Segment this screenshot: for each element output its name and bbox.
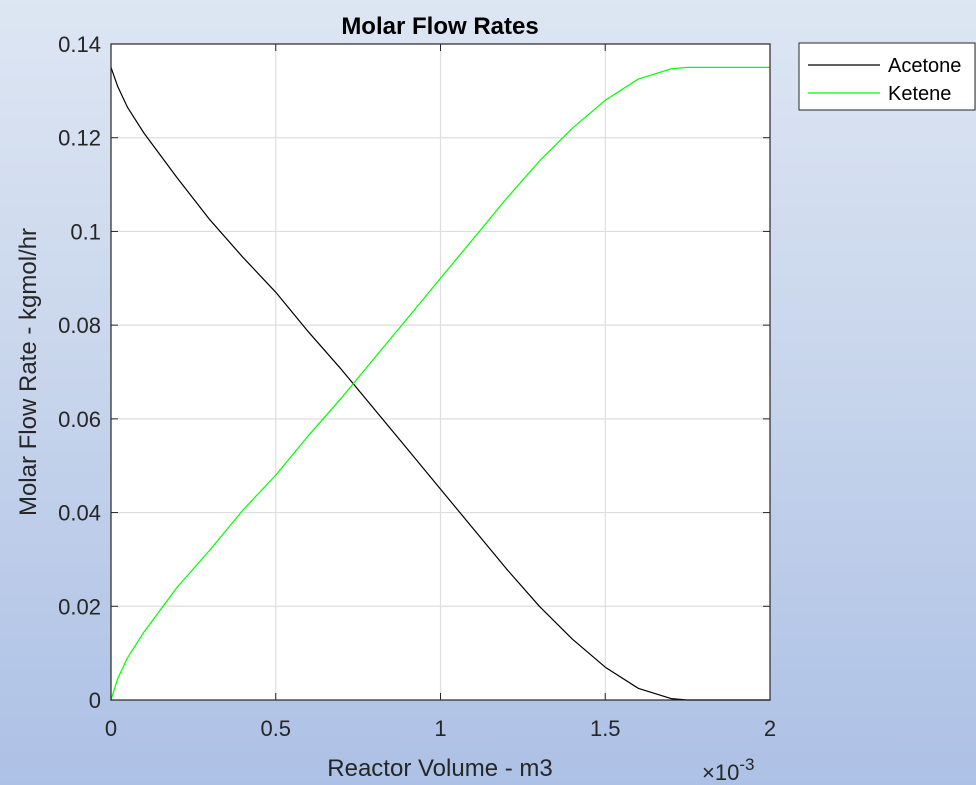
y-tick-label: 0 bbox=[89, 688, 101, 713]
legend-label-ketene: Ketene bbox=[888, 83, 951, 105]
y-tick-label: 0.04 bbox=[58, 501, 101, 526]
x-tick-label: 0.5 bbox=[260, 716, 291, 741]
series-layer bbox=[110, 66, 770, 701]
x-tick-label: 1 bbox=[434, 716, 446, 741]
x-tick-label: 0 bbox=[105, 716, 117, 741]
legend: Acetone Ketene bbox=[798, 42, 976, 111]
x-exponent-base: ×10 bbox=[702, 760, 739, 785]
chart-title: Molar Flow Rates bbox=[341, 13, 538, 40]
y-tick-label: 0.02 bbox=[58, 594, 101, 619]
x-axis-title: Reactor Volume - m3 bbox=[327, 755, 552, 782]
legend-box bbox=[798, 42, 976, 111]
x-axis-exponent: ×10-3 bbox=[702, 755, 754, 785]
legend-label-acetone: Acetone bbox=[888, 55, 961, 77]
series-line-ketene bbox=[110, 66, 770, 701]
x-tick-label: 2 bbox=[764, 716, 776, 741]
y-tick-label: 0.14 bbox=[58, 32, 101, 57]
x-tick-label: 1.5 bbox=[590, 716, 621, 741]
ticks: 0 0.5 1 1.5 2 0 0.02 0.04 0.06 0.08 0.1 0.12 0.14 bbox=[58, 32, 776, 741]
y-tick-label: 0.1 bbox=[70, 219, 101, 244]
series-line-acetone bbox=[110, 67, 770, 701]
x-exponent-power: -3 bbox=[739, 755, 754, 774]
y-tick-label: 0.12 bbox=[58, 126, 101, 151]
y-axis-title: Molar Flow Rate - kgmol/hr bbox=[15, 228, 42, 516]
y-tick-label: 0.08 bbox=[58, 313, 101, 338]
y-tick-label: 0.06 bbox=[58, 407, 101, 432]
